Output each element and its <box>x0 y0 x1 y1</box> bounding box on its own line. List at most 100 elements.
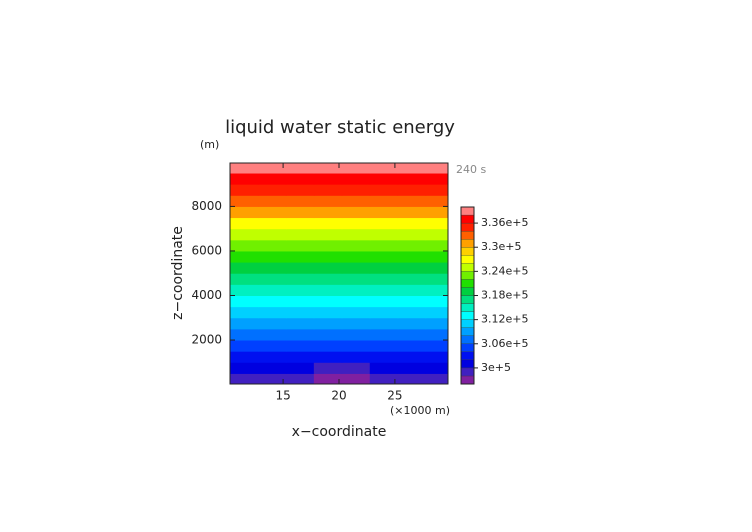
contour-cell <box>257 328 287 341</box>
contour-cell <box>313 328 343 341</box>
colorbar-band <box>460 287 475 296</box>
colorbar-band <box>460 295 475 304</box>
contour-cell <box>230 284 259 296</box>
contour-cell <box>257 306 287 319</box>
contour-cell <box>230 173 259 185</box>
contour-cell <box>257 351 287 363</box>
contour-cell <box>285 306 315 319</box>
contour-cell <box>369 362 399 374</box>
contour-cell <box>425 239 448 252</box>
y-tick-label: 2000 <box>191 333 222 347</box>
x-tick-label: 25 <box>387 389 402 403</box>
contour-cell <box>313 239 343 252</box>
contour-cell <box>313 217 343 230</box>
contour-cell <box>257 340 287 352</box>
contour-cell <box>369 195 399 207</box>
contour-cell <box>257 250 287 263</box>
contour-cell <box>397 373 427 384</box>
contour-cell <box>397 206 427 219</box>
contour-cell <box>369 163 399 174</box>
contour-cell <box>230 217 259 230</box>
contour-cell <box>257 273 287 285</box>
colorbar-tick-label: 3.12e+5 <box>481 313 528 326</box>
contour-cell <box>397 184 427 196</box>
contour-cell <box>313 195 343 207</box>
contour-cell <box>425 184 448 196</box>
contour-cell <box>285 184 315 196</box>
contour-cell <box>285 373 315 384</box>
contour-cell <box>313 373 343 384</box>
contour-cell <box>285 173 315 185</box>
contour-cell <box>341 295 371 308</box>
contour-cell <box>369 217 399 230</box>
contour-cell <box>397 317 427 330</box>
contour-cell <box>257 295 287 308</box>
colorbar-tick-label: 3.06e+5 <box>481 337 528 350</box>
contour-cell <box>257 362 287 374</box>
contour-cell <box>257 206 287 219</box>
contour-cell <box>341 273 371 285</box>
x-unit: (×1000 m) <box>390 404 450 417</box>
contour-cell <box>369 351 399 363</box>
contour-cell <box>257 195 287 207</box>
contour-cell <box>369 328 399 341</box>
contour-cell <box>425 273 448 285</box>
contour-cell <box>425 217 448 230</box>
colorbar-band <box>460 351 475 361</box>
colorbar-band <box>460 279 475 288</box>
contour-cell <box>285 340 315 352</box>
contour-cell <box>341 328 371 341</box>
colorbar-tick-label: 3e+5 <box>481 361 511 374</box>
contour-cell <box>369 239 399 252</box>
contour-cell <box>341 184 371 196</box>
contour-cell <box>257 163 287 174</box>
contour-cell <box>341 163 371 174</box>
contour-cell <box>369 262 399 274</box>
contour-cell <box>285 351 315 363</box>
x-tick-label: 20 <box>331 389 346 403</box>
colorbar-band <box>460 367 475 377</box>
contour-cell <box>257 317 287 330</box>
colorbar-band <box>460 375 475 385</box>
contour-cell <box>369 206 399 219</box>
contour-cell <box>425 317 448 330</box>
colorbar-tick-label: 3.18e+5 <box>481 289 528 302</box>
y-tick-label: 6000 <box>191 243 222 257</box>
contour-cell <box>397 362 427 374</box>
contour-cell <box>369 273 399 285</box>
contour-cell <box>341 340 371 352</box>
contour-cell <box>230 328 259 341</box>
colorbar-band <box>460 327 475 336</box>
contour-cell <box>285 195 315 207</box>
contour-cell <box>313 173 343 185</box>
contour-cell <box>341 217 371 230</box>
contour-cell <box>341 228 371 241</box>
time-label: 240 s <box>456 163 486 176</box>
contour-cell <box>397 340 427 352</box>
contour-cell <box>425 163 448 174</box>
chart-title: liquid water static energy <box>225 117 455 138</box>
contour-cell <box>313 362 343 374</box>
contour-cell <box>341 239 371 252</box>
contour-cell <box>313 295 343 308</box>
contour-cell <box>313 351 343 363</box>
contour-cell <box>230 184 259 196</box>
contour-cell <box>230 306 259 319</box>
contour-cell <box>425 295 448 308</box>
colorbar-tick-label: 3.24e+5 <box>481 264 528 277</box>
contour-cell <box>230 228 259 241</box>
colorbar-tick-label: 3.3e+5 <box>481 240 521 253</box>
colorbar-band <box>460 206 475 216</box>
y-tick-label: 4000 <box>191 288 222 302</box>
contour-cell <box>285 262 315 274</box>
contour-cell <box>230 195 259 207</box>
contour-cell <box>285 273 315 285</box>
contour-cell <box>397 228 427 241</box>
contour-cell <box>369 228 399 241</box>
colorbar-band <box>460 239 475 248</box>
contour-cell <box>397 351 427 363</box>
contour-cell <box>341 306 371 319</box>
colorbar-band <box>460 263 475 272</box>
contour-cell <box>369 340 399 352</box>
contour-cell <box>285 163 315 174</box>
